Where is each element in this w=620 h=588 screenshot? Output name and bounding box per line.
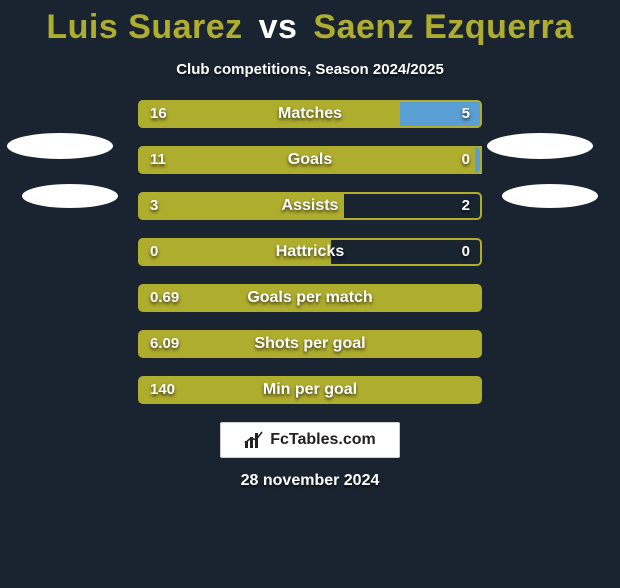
source-logo: FcTables.com	[220, 422, 400, 458]
comparison-title: Luis Suarez vs Saenz Ezquerra	[0, 8, 620, 47]
stat-label: Goals	[138, 146, 482, 174]
stat-label: Goals per match	[138, 284, 482, 312]
subtitle: Club competitions, Season 2024/2025	[0, 61, 620, 78]
stat-row: 0.69Goals per match	[138, 284, 482, 312]
stat-label: Assists	[138, 192, 482, 220]
stat-label: Min per goal	[138, 376, 482, 404]
stat-label: Hattricks	[138, 238, 482, 266]
player1-name: Luis Suarez	[46, 8, 242, 46]
chart-icon	[244, 431, 264, 449]
stat-row: 165Matches	[138, 100, 482, 128]
stat-row: 110Goals	[138, 146, 482, 174]
source-name: FcTables.com	[270, 431, 376, 449]
stat-row: 32Assists	[138, 192, 482, 220]
player2-name: Saenz Ezquerra	[313, 8, 573, 46]
stat-row: 00Hattricks	[138, 238, 482, 266]
stat-row: 6.09Shots per goal	[138, 330, 482, 358]
player1-badge-placeholder	[7, 133, 113, 159]
stat-label: Shots per goal	[138, 330, 482, 358]
stat-label: Matches	[138, 100, 482, 128]
player2-badge-placeholder	[487, 133, 593, 159]
footer-date: 28 november 2024	[0, 472, 620, 490]
player2-badge-placeholder	[502, 184, 598, 208]
stat-row: 140Min per goal	[138, 376, 482, 404]
player1-badge-placeholder	[22, 184, 118, 208]
title-vs: vs	[259, 8, 298, 46]
